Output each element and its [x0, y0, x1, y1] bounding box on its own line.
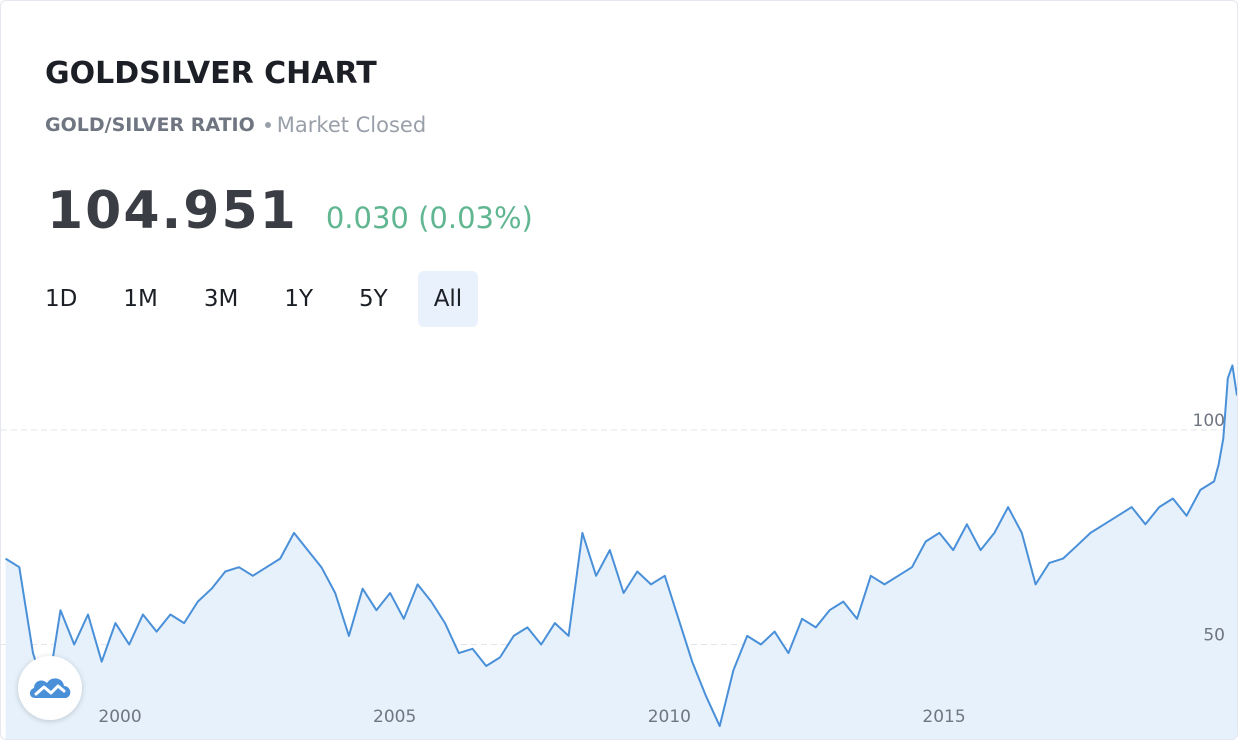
status-dot-icon: [264, 122, 271, 128]
last-price: 104.951: [47, 181, 298, 241]
range-tab-1d[interactable]: 1D: [45, 286, 78, 312]
quote-row: 104.951 0.030 (0.03%): [47, 181, 533, 241]
y-tick-label: 50: [1203, 626, 1225, 646]
symbol-description: GOLD/SILVER RATIO: [45, 114, 255, 136]
range-tab-5y[interactable]: 5Y: [359, 286, 388, 312]
range-tab-1y[interactable]: 1Y: [284, 286, 313, 312]
market-status: Market Closed: [264, 113, 427, 137]
chart-title: GOLDSILVER CHART: [45, 56, 377, 91]
tradingview-logo-button[interactable]: [18, 656, 82, 720]
area-fill: [5, 365, 1237, 739]
range-tabs: 1D 1M 3M 1Y 5Y All: [29, 271, 492, 327]
series-line: [5, 364, 1237, 728]
x-axis-ticks: 2000 2005 2010 2015: [98, 707, 965, 727]
price-change: 0.030 (0.03%): [325, 201, 533, 235]
tradingview-cloud-icon: [29, 678, 71, 698]
x-tick-label: 2010: [648, 707, 691, 727]
range-tab-all[interactable]: All: [417, 271, 479, 327]
market-status-label: Market Closed: [276, 113, 427, 137]
x-tick-label: 2005: [373, 707, 416, 727]
range-tab-3m[interactable]: 3M: [203, 286, 239, 312]
x-tick-label: 2000: [98, 707, 141, 727]
subtitle-row: GOLD/SILVER RATIO Market Closed: [45, 112, 426, 138]
x-tick-label: 2015: [922, 707, 965, 727]
y-axis-ticks: 50 100: [1193, 411, 1225, 646]
y-tick-label: 100: [1193, 411, 1225, 431]
range-tab-1m[interactable]: 1M: [123, 286, 158, 312]
